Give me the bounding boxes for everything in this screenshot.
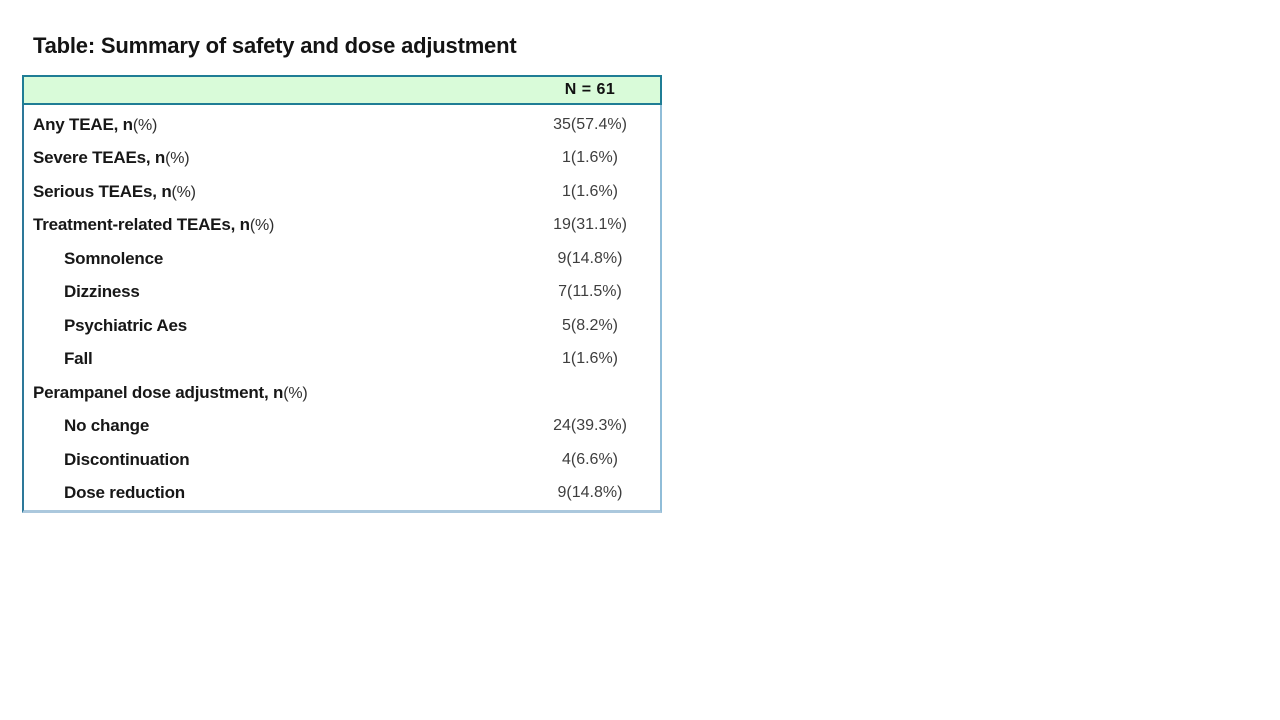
row-value: 1(1.6%) bbox=[561, 149, 619, 167]
row-label-text: Somnolence bbox=[64, 248, 164, 268]
row-label-text: Any TEAE, n bbox=[33, 114, 133, 134]
table-row: Any TEAE, n(%) 35(57.4%) bbox=[24, 108, 660, 142]
row-label: Somnolence bbox=[24, 249, 520, 269]
row-label: Serious TEAEs, n(%) bbox=[24, 182, 520, 202]
row-value: 9(14.8%) bbox=[557, 249, 623, 267]
row-label-suffix: (%) bbox=[165, 150, 190, 168]
row-value: 5(8.2%) bbox=[561, 316, 619, 334]
row-value: 7(11.5%) bbox=[558, 283, 622, 301]
row-label-text: Treatment-related TEAEs, n bbox=[33, 215, 250, 235]
table-row: Dose reduction 9(14.8%) bbox=[24, 477, 660, 511]
table-row: Fall 1(1.6%) bbox=[24, 343, 660, 377]
row-label-text: Fall bbox=[64, 349, 93, 369]
row-value: 24(39.3%) bbox=[553, 417, 627, 435]
row-label: Treatment-related TEAEs, n(%) bbox=[24, 215, 520, 235]
row-label: Any TEAE, n(%) bbox=[24, 115, 520, 135]
row-label-text: Severe TEAEs, n bbox=[33, 148, 166, 168]
row-label-text: Dizziness bbox=[64, 282, 140, 302]
table-row: Dizziness 7(11.5%) bbox=[24, 276, 660, 310]
row-label: Dose reduction bbox=[24, 483, 520, 503]
row-label-text: Serious TEAEs, n bbox=[33, 181, 172, 201]
row-label: Dizziness bbox=[24, 282, 520, 302]
table-row: Somnolence 9(14.8%) bbox=[24, 242, 660, 276]
row-label-text: Psychiatric Aes bbox=[64, 315, 187, 335]
row-label: Psychiatric Aes bbox=[24, 316, 520, 336]
row-label-suffix: (%) bbox=[283, 384, 308, 402]
row-value: 1(1.6%) bbox=[561, 182, 619, 200]
table-row: Perampanel dose adjustment, n(%) bbox=[24, 376, 660, 410]
table-row: Serious TEAEs, n(%) 1(1.6%) bbox=[24, 175, 660, 209]
row-label-text: Dose reduction bbox=[64, 483, 185, 503]
row-label: Discontinuation bbox=[24, 450, 520, 470]
table-row: Psychiatric Aes 5(8.2%) bbox=[24, 309, 660, 343]
table-body: Any TEAE, n(%) 35(57.4%) Severe TEAEs, n(%… bbox=[22, 105, 662, 513]
table-header-row: N = 61 bbox=[22, 75, 662, 105]
row-label: Fall bbox=[24, 349, 520, 369]
row-label: No change bbox=[24, 416, 520, 436]
row-value: 35(57.4%) bbox=[553, 115, 627, 133]
row-label-suffix: (%) bbox=[132, 116, 158, 134]
row-label: Perampanel dose adjustment, n(%) bbox=[24, 383, 520, 403]
row-label: Severe TEAEs, n(%) bbox=[24, 148, 520, 168]
table-row: Treatment-related TEAEs, n(%) 19(31.1%) bbox=[24, 209, 660, 243]
row-label-text: Perampanel dose adjustment, n bbox=[33, 382, 284, 402]
safety-summary-table: N = 61 Any TEAE, n(%) 35(57.4%) Severe TEA… bbox=[22, 75, 662, 513]
row-label-text: Discontinuation bbox=[64, 449, 190, 469]
page-title: Table: Summary of safety and dose adjust… bbox=[33, 33, 517, 58]
header-n-cell: N = 61 bbox=[564, 81, 616, 98]
row-label-suffix: (%) bbox=[249, 217, 275, 235]
row-label-suffix: (%) bbox=[171, 183, 196, 201]
row-value: 4(6.6%) bbox=[561, 450, 619, 468]
row-value: 1(1.6%) bbox=[561, 350, 619, 368]
table-row: Severe TEAEs, n(%) 1(1.6%) bbox=[24, 142, 660, 176]
table-row: Discontinuation 4(6.6%) bbox=[24, 443, 660, 477]
row-value: 9(14.8%) bbox=[557, 484, 623, 502]
table-row: No change 24(39.3%) bbox=[24, 410, 660, 444]
row-value: 19(31.1%) bbox=[553, 216, 627, 234]
row-label-text: No change bbox=[64, 416, 150, 436]
